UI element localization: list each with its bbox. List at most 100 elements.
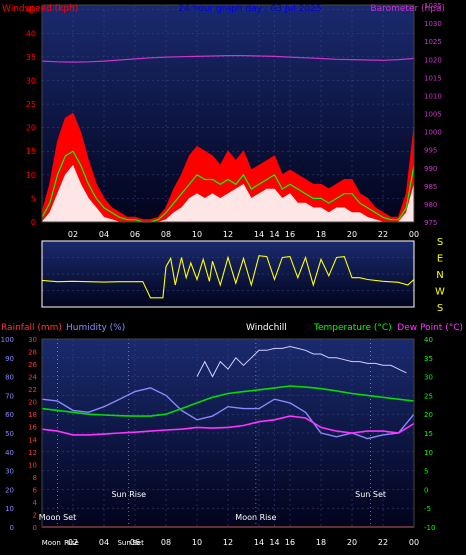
- humidity-tick-label: 60: [5, 411, 14, 419]
- wind-chart-title: 24 hour graph day : 03 Jul 2025: [178, 4, 321, 14]
- wind-time-tick-label: 10: [192, 230, 202, 239]
- sun-moon-annotation-label: Moon Set: [39, 513, 76, 522]
- wind-time-tick-label: 14: [269, 230, 279, 239]
- barometer-tick-label: 995: [424, 147, 437, 155]
- windspeed-tick-label: 30: [26, 76, 36, 85]
- barometer-tick-label: 990: [424, 165, 437, 173]
- windspeed-tick-label: 20: [26, 124, 36, 133]
- compass-tick-label: E: [437, 254, 443, 265]
- barometer-tick-label: 975: [424, 219, 437, 227]
- temperature-time-tick-label: 18: [316, 538, 326, 547]
- temperature-time-axis-ticks: 02 04 06 08 10 12 14 14 16 18 20 22 00 Moon Rise Sun Set: [42, 538, 419, 547]
- temperature-tick-label: 0: [424, 486, 428, 494]
- barometer-tick-label: 1000: [424, 129, 442, 137]
- windspeed-tick-label: 40: [26, 29, 36, 38]
- direction-plot-frame: [41, 240, 415, 308]
- sun-moon-tick-label: Sun: [117, 539, 130, 547]
- temperature-axis-ticks: -10 -5 0 5 10 15 20 25 30 35 40: [424, 336, 435, 532]
- rainfall-tick-label: 10: [28, 461, 37, 469]
- rainfall-tick-label: 14: [28, 436, 37, 444]
- barometer-axis-ticks: 975 980 985 990 995 1000 1005 1010 1015 1020 1025 1…: [424, 2, 442, 227]
- wind-pressure-panel: Windspeed (kph) 24 hour graph day : 03 J…: [2, 2, 445, 239]
- rainfall-tick-label: 24: [28, 374, 37, 382]
- humidity-tick-label: 20: [5, 486, 14, 494]
- barometer-tick-label: 1020: [424, 56, 442, 64]
- compass-tick-label: N: [436, 270, 443, 281]
- temperature-time-tick-label: 16: [285, 538, 295, 547]
- sun-moon-tick-label: Moon: [42, 539, 61, 547]
- sun-moon-tick-label: Rise: [64, 539, 79, 547]
- temperature-tick-label: 40: [424, 336, 433, 344]
- gust-series: [41, 164, 415, 223]
- rainfall-tick-label: 2: [33, 511, 37, 519]
- windspeed-series: [41, 112, 415, 223]
- windspeed-tick-label: 10: [26, 171, 36, 180]
- temperature-time-tick-label: 14: [269, 538, 279, 547]
- rainfall-tick-label: 6: [33, 486, 38, 494]
- rainfall-tick-label: 20: [28, 399, 37, 407]
- windspeed-tick-label: 15: [26, 147, 36, 156]
- humidity-tick-label: 30: [5, 468, 14, 476]
- barometer-tick-label: 1005: [424, 111, 442, 119]
- rainfall-tick-label: 12: [28, 449, 37, 457]
- rainfall-tick-label: 22: [28, 386, 37, 394]
- humidity-axis-label: Humidity (%): [66, 323, 125, 333]
- temperature-tick-label: 25: [424, 392, 433, 400]
- barometer-tick-label: 1010: [424, 92, 442, 100]
- windspeed-tick-label: 45: [26, 6, 36, 15]
- wind-time-axis-ticks: 02 04 06 08 10 12 14 14 16 18 20 22 00: [68, 230, 419, 239]
- temperature-tick-label: 10: [424, 449, 433, 457]
- windchill-series: [196, 345, 407, 378]
- temperature-time-tick-label: 00: [409, 538, 419, 547]
- temperature-plot-frame: [41, 338, 415, 528]
- windspeed-tick-label: 0: [31, 218, 36, 227]
- temperature-time-tick-label: 12: [223, 538, 233, 547]
- humidity-tick-label: 100: [1, 336, 14, 344]
- sun-moon-annotation-label: Sun Set: [355, 490, 386, 499]
- wind-time-tick-label: 02: [68, 230, 78, 239]
- dewpoint-axis-label: Dew Point (°C): [397, 323, 463, 333]
- wind-time-tick-label: 06: [130, 230, 140, 239]
- temperature-tick-label: 15: [424, 430, 433, 438]
- wind-time-tick-label: 14: [254, 230, 264, 239]
- barometer-axis-label: Barometer (hpa): [370, 4, 445, 14]
- dewpoint-series: [41, 415, 415, 436]
- temperature-time-tick-label: 08: [161, 538, 171, 547]
- compass-tick-label: S: [437, 303, 443, 314]
- compass-tick-label: W: [435, 287, 445, 298]
- temperature-time-tick-label: 02: [68, 538, 78, 547]
- wind-direction-series: [41, 255, 415, 299]
- temperature-time-tick-label: 22: [378, 538, 388, 547]
- wind-time-tick-label: 18: [316, 230, 326, 239]
- compass-tick-label: S: [437, 237, 443, 248]
- humidity-tick-label: 50: [5, 430, 14, 438]
- wind-time-tick-label: 22: [378, 230, 388, 239]
- wind-time-tick-label: 12: [223, 230, 233, 239]
- sun-moon-tick-label: Set: [132, 539, 144, 547]
- humidity-tick-label: 10: [5, 505, 14, 513]
- rainfall-tick-label: 18: [28, 411, 37, 419]
- temperature-tick-label: -5: [424, 505, 431, 513]
- barometer-tick-label: 985: [424, 183, 437, 191]
- windspeed-tick-label: 25: [26, 100, 36, 109]
- temperature-time-tick-label: 10: [192, 538, 202, 547]
- humidity-tick-label: 80: [5, 374, 14, 382]
- rainfall-tick-label: 26: [28, 361, 37, 369]
- temperature-tick-label: 30: [424, 374, 433, 382]
- barometer-tick-label: 1030: [424, 20, 442, 28]
- rainfall-tick-label: 8: [33, 474, 37, 482]
- wind-time-tick-label: 04: [99, 230, 109, 239]
- wind-time-tick-label: 00: [409, 230, 419, 239]
- temperature-axis-label: Temperature (°C): [313, 323, 392, 333]
- rainfall-tick-label: 30: [28, 336, 37, 344]
- wind-plot-frame: [41, 4, 415, 223]
- temperature-time-tick-label: 20: [347, 538, 357, 547]
- barometer-tick-label: 1025: [424, 38, 442, 46]
- sun-moon-annotation-label: Sun Rise: [111, 490, 146, 499]
- sun-moon-annotations: Moon Set Sun Rise Moon Rise Sun Set: [39, 339, 386, 527]
- wind-time-tick-label: 16: [285, 230, 295, 239]
- rainfall-tick-label: 28: [28, 349, 37, 357]
